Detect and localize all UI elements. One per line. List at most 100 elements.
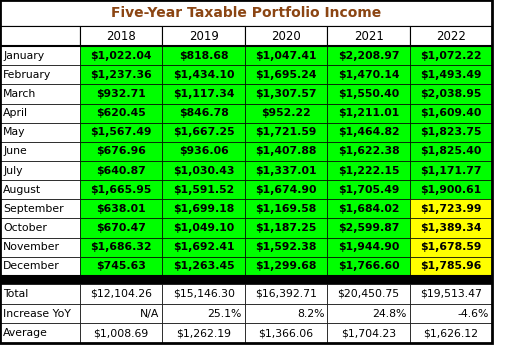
Text: $1,307.57: $1,307.57	[255, 89, 316, 99]
Text: $1,550.40: $1,550.40	[337, 89, 398, 99]
Bar	[0, 257, 80, 276]
Bar	[0, 218, 80, 238]
Bar	[327, 238, 409, 257]
Bar	[409, 65, 491, 84]
Bar	[80, 123, 162, 142]
Text: 8.2%: 8.2%	[296, 309, 324, 318]
Bar	[327, 284, 409, 304]
Bar	[80, 323, 162, 343]
Text: $1,262.19: $1,262.19	[176, 329, 231, 338]
Text: April: April	[3, 108, 28, 118]
Bar	[327, 123, 409, 142]
Text: $2,038.95: $2,038.95	[420, 89, 481, 99]
Bar	[327, 199, 409, 218]
Bar	[0, 199, 80, 218]
Text: $1,591.52: $1,591.52	[173, 185, 234, 195]
Text: $620.45: $620.45	[96, 108, 146, 118]
Bar	[244, 104, 327, 123]
Text: August: August	[3, 185, 41, 195]
Bar	[244, 65, 327, 84]
Bar	[162, 84, 244, 104]
Bar	[162, 123, 244, 142]
Text: $818.68: $818.68	[179, 51, 228, 61]
Bar	[327, 257, 409, 276]
Bar	[244, 284, 327, 304]
Bar	[244, 46, 327, 65]
Text: $1,609.40: $1,609.40	[420, 108, 481, 118]
Text: $1,187.25: $1,187.25	[255, 223, 316, 233]
Text: $1,678.59: $1,678.59	[420, 242, 481, 252]
Bar	[244, 161, 327, 180]
Text: $1,667.25: $1,667.25	[173, 127, 234, 137]
Text: $16,392.71: $16,392.71	[255, 289, 317, 299]
Bar	[0, 142, 80, 161]
Text: Total: Total	[3, 289, 28, 299]
Bar	[162, 238, 244, 257]
Bar	[244, 180, 327, 199]
Text: $20,450.75: $20,450.75	[337, 289, 399, 299]
Text: July: July	[3, 166, 23, 175]
Text: $1,721.59: $1,721.59	[255, 127, 316, 137]
Bar	[0, 238, 80, 257]
Bar	[162, 26, 244, 46]
Text: N/A: N/A	[140, 309, 159, 318]
Bar	[0, 276, 491, 284]
Text: $1,049.10: $1,049.10	[173, 223, 234, 233]
Text: $670.47: $670.47	[96, 223, 146, 233]
Bar	[0, 180, 80, 199]
Text: $1,117.34: $1,117.34	[173, 89, 234, 99]
Text: February: February	[3, 70, 51, 80]
Bar	[409, 199, 491, 218]
Text: $1,299.68: $1,299.68	[255, 261, 316, 271]
Text: $1,222.15: $1,222.15	[337, 166, 398, 175]
Text: $676.96: $676.96	[96, 147, 146, 156]
Text: September: September	[3, 204, 64, 214]
Text: $15,146.30: $15,146.30	[172, 289, 234, 299]
Bar	[80, 104, 162, 123]
Text: Increase YoY: Increase YoY	[3, 309, 71, 318]
Bar	[0, 323, 80, 343]
Bar	[80, 180, 162, 199]
Bar	[409, 104, 491, 123]
Text: $1,366.06: $1,366.06	[258, 329, 313, 338]
Bar	[409, 323, 491, 343]
Bar	[162, 218, 244, 238]
Bar	[244, 218, 327, 238]
Text: $1,592.38: $1,592.38	[255, 242, 316, 252]
Text: $1,567.49: $1,567.49	[90, 127, 152, 137]
Text: $1,900.61: $1,900.61	[420, 185, 481, 195]
Bar	[162, 304, 244, 323]
Bar	[327, 218, 409, 238]
Bar	[327, 161, 409, 180]
Text: $1,263.45: $1,263.45	[173, 261, 234, 271]
Text: $2,599.87: $2,599.87	[337, 223, 398, 233]
Bar	[80, 161, 162, 180]
Text: $1,723.99: $1,723.99	[420, 204, 481, 214]
Text: $1,823.75: $1,823.75	[420, 127, 481, 137]
Text: $1,825.40: $1,825.40	[420, 147, 481, 156]
Bar	[0, 123, 80, 142]
Text: $1,008.69: $1,008.69	[93, 329, 148, 338]
Bar	[80, 26, 162, 46]
Text: $1,464.82: $1,464.82	[337, 127, 398, 137]
Text: $1,622.38: $1,622.38	[337, 147, 398, 156]
Text: $1,434.10: $1,434.10	[173, 70, 234, 80]
Text: $640.87: $640.87	[96, 166, 146, 175]
Text: $1,699.18: $1,699.18	[173, 204, 234, 214]
Bar	[327, 46, 409, 65]
Text: $1,171.77: $1,171.77	[420, 166, 481, 175]
Text: $846.78: $846.78	[178, 108, 228, 118]
Text: $1,211.01: $1,211.01	[337, 108, 398, 118]
Bar	[162, 104, 244, 123]
Text: $1,237.36: $1,237.36	[90, 70, 152, 80]
Bar	[0, 304, 80, 323]
Text: $1,072.22: $1,072.22	[420, 51, 481, 61]
Bar	[244, 257, 327, 276]
Bar	[409, 218, 491, 238]
Text: $1,022.04: $1,022.04	[90, 51, 152, 61]
Bar	[162, 142, 244, 161]
Bar	[80, 284, 162, 304]
Text: $1,030.43: $1,030.43	[173, 166, 234, 175]
Text: $1,766.60: $1,766.60	[337, 261, 398, 271]
Text: $19,513.47: $19,513.47	[419, 289, 481, 299]
